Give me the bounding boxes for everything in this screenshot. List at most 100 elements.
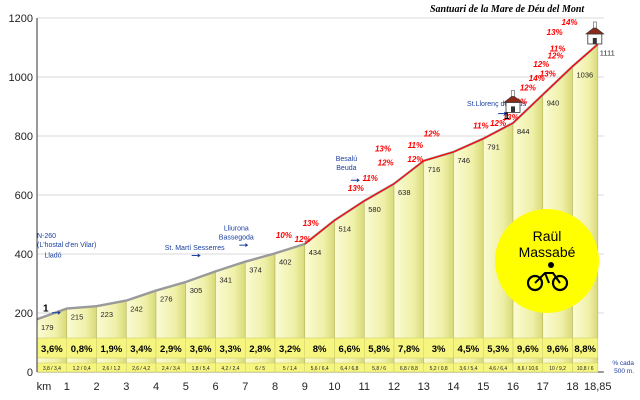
chapel-bell xyxy=(511,90,515,97)
steep-gradient-label: 12% xyxy=(295,235,311,244)
segment-max-label: 3,6 / 5,4 xyxy=(459,366,477,372)
altitude-label: 940 xyxy=(547,99,560,108)
segment-gradient-label: 5,8% xyxy=(368,344,390,355)
steep-gradient-label: 12% xyxy=(548,52,564,61)
x-tick-label: 2 xyxy=(93,381,99,393)
chapel-door xyxy=(511,106,515,113)
note-label: 500 m. xyxy=(614,368,634,375)
altitude-label: 215 xyxy=(71,313,84,322)
steep-gradient-label: 12% xyxy=(490,119,506,128)
segment-max-label: 5,6 / 6,4 xyxy=(311,366,329,372)
altitude-label: 276 xyxy=(160,295,173,304)
y-tick-label: 400 xyxy=(15,249,33,261)
segment-gradient-label: 8% xyxy=(313,344,327,355)
place-arrow-head xyxy=(504,111,508,116)
place-label: Beuda xyxy=(336,165,356,172)
bicycle-icon xyxy=(526,262,569,292)
segment-gradient-label: 3,3% xyxy=(220,344,242,355)
x-tick-label: 8 xyxy=(272,381,278,393)
segment-gradient-label: 3% xyxy=(432,344,446,355)
segment-max-label: 4,6 / 6,4 xyxy=(489,366,507,372)
steep-profile-line xyxy=(304,43,599,245)
climb-marker: 1 xyxy=(504,111,510,122)
x-tick-label: 18 xyxy=(566,381,578,393)
segment-gradient-label: 3,6% xyxy=(41,344,63,355)
place-label: N-260 xyxy=(37,233,56,240)
place-label: St.Llorenç de Sous xyxy=(467,101,527,108)
segment-max-label: 2,6 / 4,2 xyxy=(132,366,150,372)
chapel-roof xyxy=(503,95,523,103)
segment-max-label: 8,6 / 10,6 xyxy=(517,366,538,372)
profile-segment xyxy=(453,138,484,373)
x-tick-label: 15 xyxy=(477,381,489,393)
y-tick-label: 800 xyxy=(15,131,33,143)
place-label: Lladó xyxy=(44,253,61,260)
rider-badge xyxy=(495,209,599,313)
place-arrow-head xyxy=(245,243,249,248)
profile-segment xyxy=(125,290,157,373)
segment-gradient-label: 2,8% xyxy=(249,344,271,355)
steep-gradient-label: 13% xyxy=(547,28,563,37)
segment-max-label: 6,4 / 6,8 xyxy=(340,366,358,372)
segment-max-label: 10,8 / 6 xyxy=(577,366,594,372)
x-tick-label: 11 xyxy=(359,381,370,393)
segment-gradient-label: 4,5% xyxy=(458,344,480,355)
max-gradient-cell xyxy=(572,362,599,373)
bike-frame xyxy=(534,272,561,284)
segment-gradient-label: 6,6% xyxy=(339,344,361,355)
steep-gradient-label: 14% xyxy=(562,18,578,27)
altitude-label: 1036 xyxy=(577,70,594,79)
steep-gradient-label: 13% xyxy=(375,145,391,154)
altitude-label: 580 xyxy=(368,205,381,214)
altitude-label: 716 xyxy=(428,165,441,174)
segment-gradient-label: 3,6% xyxy=(190,344,212,355)
segment-max-label: 5,2 / 0,8 xyxy=(430,366,448,372)
chapel-roof xyxy=(584,26,605,35)
segment-gradient-label: 3,4% xyxy=(130,344,152,355)
place-arrow-head xyxy=(197,253,201,258)
x-tick-label: 1 xyxy=(64,381,70,393)
altitude-label: 746 xyxy=(458,156,471,165)
chapel-icon xyxy=(503,90,523,113)
x-tick-label: 3 xyxy=(123,381,129,393)
altitude-label: 242 xyxy=(130,305,143,314)
segment-max-label: 1,2 / 0,4 xyxy=(73,366,91,372)
segment-gradient-label: 7,8% xyxy=(398,344,420,355)
gradient-band-cell xyxy=(572,337,599,359)
segment-max-label: 4,2 / 2,4 xyxy=(221,366,239,372)
steep-gradient-label: 11% xyxy=(408,141,423,150)
chart-title: Santuari de la Mare de Déu del Mont xyxy=(430,4,585,15)
segment-max-label: 6 / 5 xyxy=(255,366,265,372)
altitude-label: 223 xyxy=(101,310,114,319)
y-tick-label: 200 xyxy=(15,308,33,320)
altitude-label: 341 xyxy=(220,275,233,284)
segment-max-label: 3,8 / 3,4 xyxy=(43,366,61,372)
steep-gradient-label: 11% xyxy=(550,45,565,54)
place-label: St. Martí Sesserres xyxy=(165,245,225,252)
profile-segment xyxy=(572,43,599,373)
segment-max-label: 10 / 9,2 xyxy=(549,366,566,372)
altitude-label: 1111 xyxy=(600,48,615,57)
steep-gradient-label: 14% xyxy=(529,74,545,83)
segment-gradient-label: 0,8% xyxy=(71,344,93,355)
x-tick-label: 6 xyxy=(212,381,218,393)
x-tick-label: 13 xyxy=(418,381,430,393)
x-tick-label: 5 xyxy=(183,381,189,393)
bike-wheel-rear xyxy=(526,274,544,292)
segment-gradient-label: 9,6% xyxy=(547,344,569,355)
rider-head xyxy=(548,262,554,268)
segment-gradient-label: 1,9% xyxy=(101,344,123,355)
place-arrow-head xyxy=(356,178,360,183)
steep-gradient-label: 12% xyxy=(520,84,536,93)
steep-gradient-label: 11% xyxy=(362,174,377,183)
steep-gradient-label: 13% xyxy=(540,69,556,78)
x-tick-label: 4 xyxy=(153,381,159,393)
altitude-label: 179 xyxy=(41,323,54,332)
x-tick-label: 7 xyxy=(242,381,248,393)
altitude-label: 791 xyxy=(487,143,500,152)
steep-gradient-label: 12% xyxy=(407,155,423,164)
segment-max-label: 6,8 / 8,8 xyxy=(400,366,418,372)
y-tick-label: 1200 xyxy=(9,13,33,25)
segment-gradient-label: 3,2% xyxy=(279,344,301,355)
